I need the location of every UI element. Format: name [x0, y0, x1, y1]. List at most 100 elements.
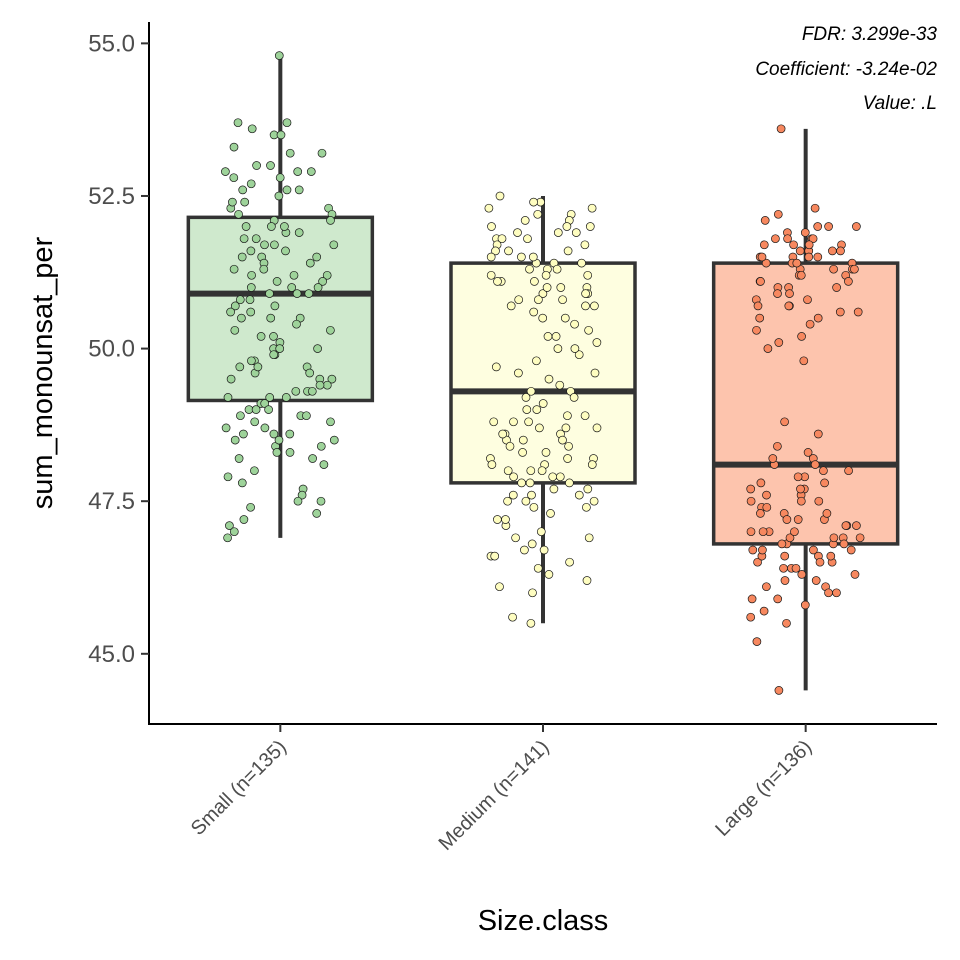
data-point [555, 472, 565, 482]
data-point [498, 429, 508, 439]
data-point [528, 252, 538, 262]
data-point [779, 563, 788, 573]
data-point [308, 454, 317, 463]
data-point [511, 533, 520, 543]
data-point [563, 246, 573, 256]
iqr-box [711, 261, 900, 546]
data-point [570, 344, 580, 353]
data-point [297, 490, 307, 500]
data-point [237, 478, 247, 488]
annotation-coefficient: Coefficient: -3.24e-02 [755, 59, 937, 80]
data-point [826, 551, 836, 561]
data-point [504, 246, 513, 256]
data-point [562, 222, 572, 231]
data-point [315, 380, 325, 390]
box-group-0 [186, 55, 375, 538]
data-point [253, 362, 263, 372]
data-point [813, 222, 823, 231]
data-point [538, 399, 548, 408]
data-point [760, 216, 770, 225]
data-point [774, 686, 784, 695]
iqr-box [186, 215, 375, 403]
data-point [239, 515, 249, 524]
data-point [230, 325, 240, 335]
data-point [316, 496, 326, 506]
data-point [274, 191, 284, 201]
data-point [265, 289, 274, 298]
data-point [793, 515, 803, 524]
data-point [755, 313, 765, 323]
box-group-1 [449, 195, 637, 624]
data-point [841, 521, 851, 530]
data-point [543, 332, 553, 341]
data-point [495, 582, 504, 592]
data-point [247, 124, 257, 134]
data-point [246, 283, 256, 292]
data-point [250, 417, 260, 427]
data-point [260, 423, 270, 433]
data-point [797, 332, 806, 341]
data-point [250, 466, 259, 476]
y-ticks: 45.0 47.5 50.0 52.5 55.0 [88, 30, 149, 668]
data-point [302, 411, 311, 421]
data-point [229, 142, 239, 152]
data-point [585, 222, 595, 231]
data-point [223, 472, 233, 482]
y-tick-label: 55.0 [88, 30, 135, 57]
data-point [486, 252, 496, 262]
data-point [245, 295, 255, 305]
data-point [532, 356, 541, 366]
data-point [292, 289, 302, 298]
data-point [756, 277, 765, 286]
data-point [757, 252, 767, 262]
data-point [274, 51, 284, 60]
data-point [792, 258, 802, 268]
data-point [491, 362, 501, 372]
data-point [305, 368, 315, 378]
data-point [753, 557, 762, 567]
data-point [256, 332, 266, 341]
data-point [805, 319, 815, 329]
data-point [246, 179, 256, 189]
data-point [556, 283, 566, 292]
data-point [797, 570, 807, 579]
data-point [804, 240, 814, 250]
data-point [809, 545, 818, 555]
data-point [800, 600, 810, 610]
jitter-points-layer [221, 51, 865, 695]
data-point [246, 246, 256, 256]
data-point [228, 197, 237, 207]
data-point [783, 234, 792, 244]
data-point [813, 429, 823, 439]
data-point [795, 246, 805, 256]
data-point [287, 283, 297, 292]
data-point [558, 295, 567, 305]
x-axis-title: Size.class [478, 905, 609, 937]
data-point [756, 478, 766, 488]
data-point [514, 295, 524, 305]
data-point [541, 270, 551, 280]
data-point [266, 161, 275, 170]
data-point [322, 270, 332, 280]
data-point [592, 338, 602, 347]
data-point [852, 521, 861, 530]
data-point [748, 545, 758, 555]
data-point [306, 167, 316, 176]
data-point [503, 466, 513, 476]
data-point [790, 527, 799, 537]
data-point [528, 588, 537, 598]
data-point [285, 448, 295, 457]
data-point [533, 563, 543, 573]
data-point [774, 338, 784, 347]
data-point [529, 502, 539, 512]
data-point [835, 307, 845, 317]
data-point [517, 252, 526, 262]
data-point [542, 283, 552, 292]
data-point [820, 478, 829, 488]
data-point [544, 374, 554, 384]
data-point [824, 222, 833, 231]
data-point [521, 496, 531, 506]
data-point [493, 277, 502, 286]
data-point [793, 472, 803, 482]
data-point [799, 356, 809, 366]
